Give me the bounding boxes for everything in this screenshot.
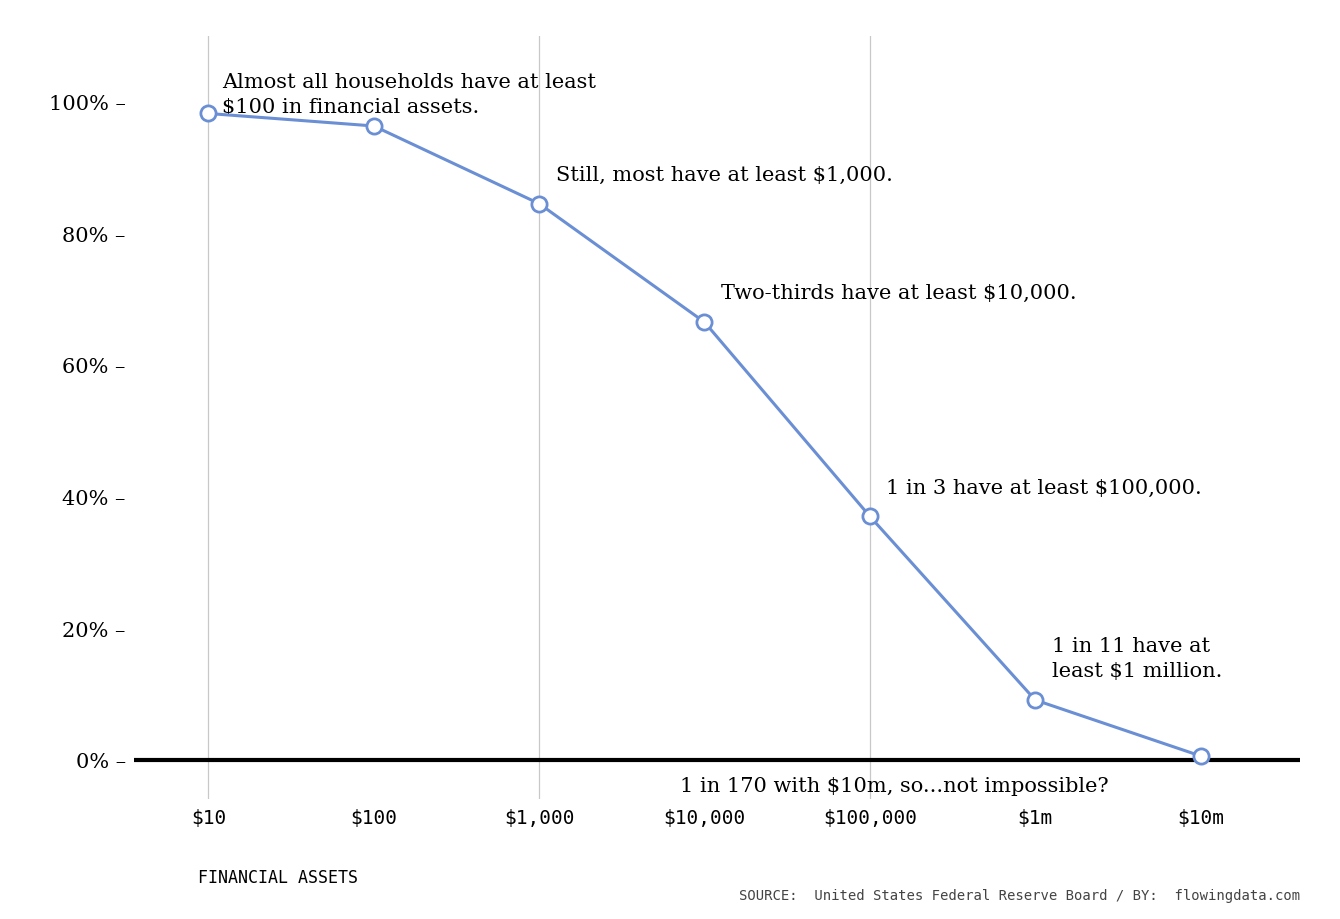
Text: SOURCE:  United States Federal Reserve Board / BY:  flowingdata.com: SOURCE: United States Federal Reserve Bo… bbox=[738, 889, 1300, 902]
Point bbox=[694, 315, 716, 330]
Point bbox=[528, 197, 549, 211]
Text: 1 in 170 with $10m, so...not impossible?: 1 in 170 with $10m, so...not impossible? bbox=[679, 777, 1108, 796]
Point bbox=[1190, 749, 1211, 764]
Point bbox=[1025, 693, 1047, 708]
Text: Two-thirds have at least $10,000.: Two-thirds have at least $10,000. bbox=[721, 284, 1076, 303]
Text: Still, most have at least $1,000.: Still, most have at least $1,000. bbox=[556, 165, 892, 185]
Point bbox=[198, 107, 220, 121]
Point bbox=[859, 509, 880, 524]
Text: Almost all households have at least
$100 in financial assets.: Almost all households have at least $100… bbox=[221, 73, 596, 117]
Text: 1 in 3 have at least $100,000.: 1 in 3 have at least $100,000. bbox=[886, 478, 1202, 497]
Text: 1 in 11 have at
least $1 million.: 1 in 11 have at least $1 million. bbox=[1052, 637, 1222, 680]
Point bbox=[363, 119, 385, 134]
Text: FINANCIAL ASSETS: FINANCIAL ASSETS bbox=[198, 868, 358, 886]
